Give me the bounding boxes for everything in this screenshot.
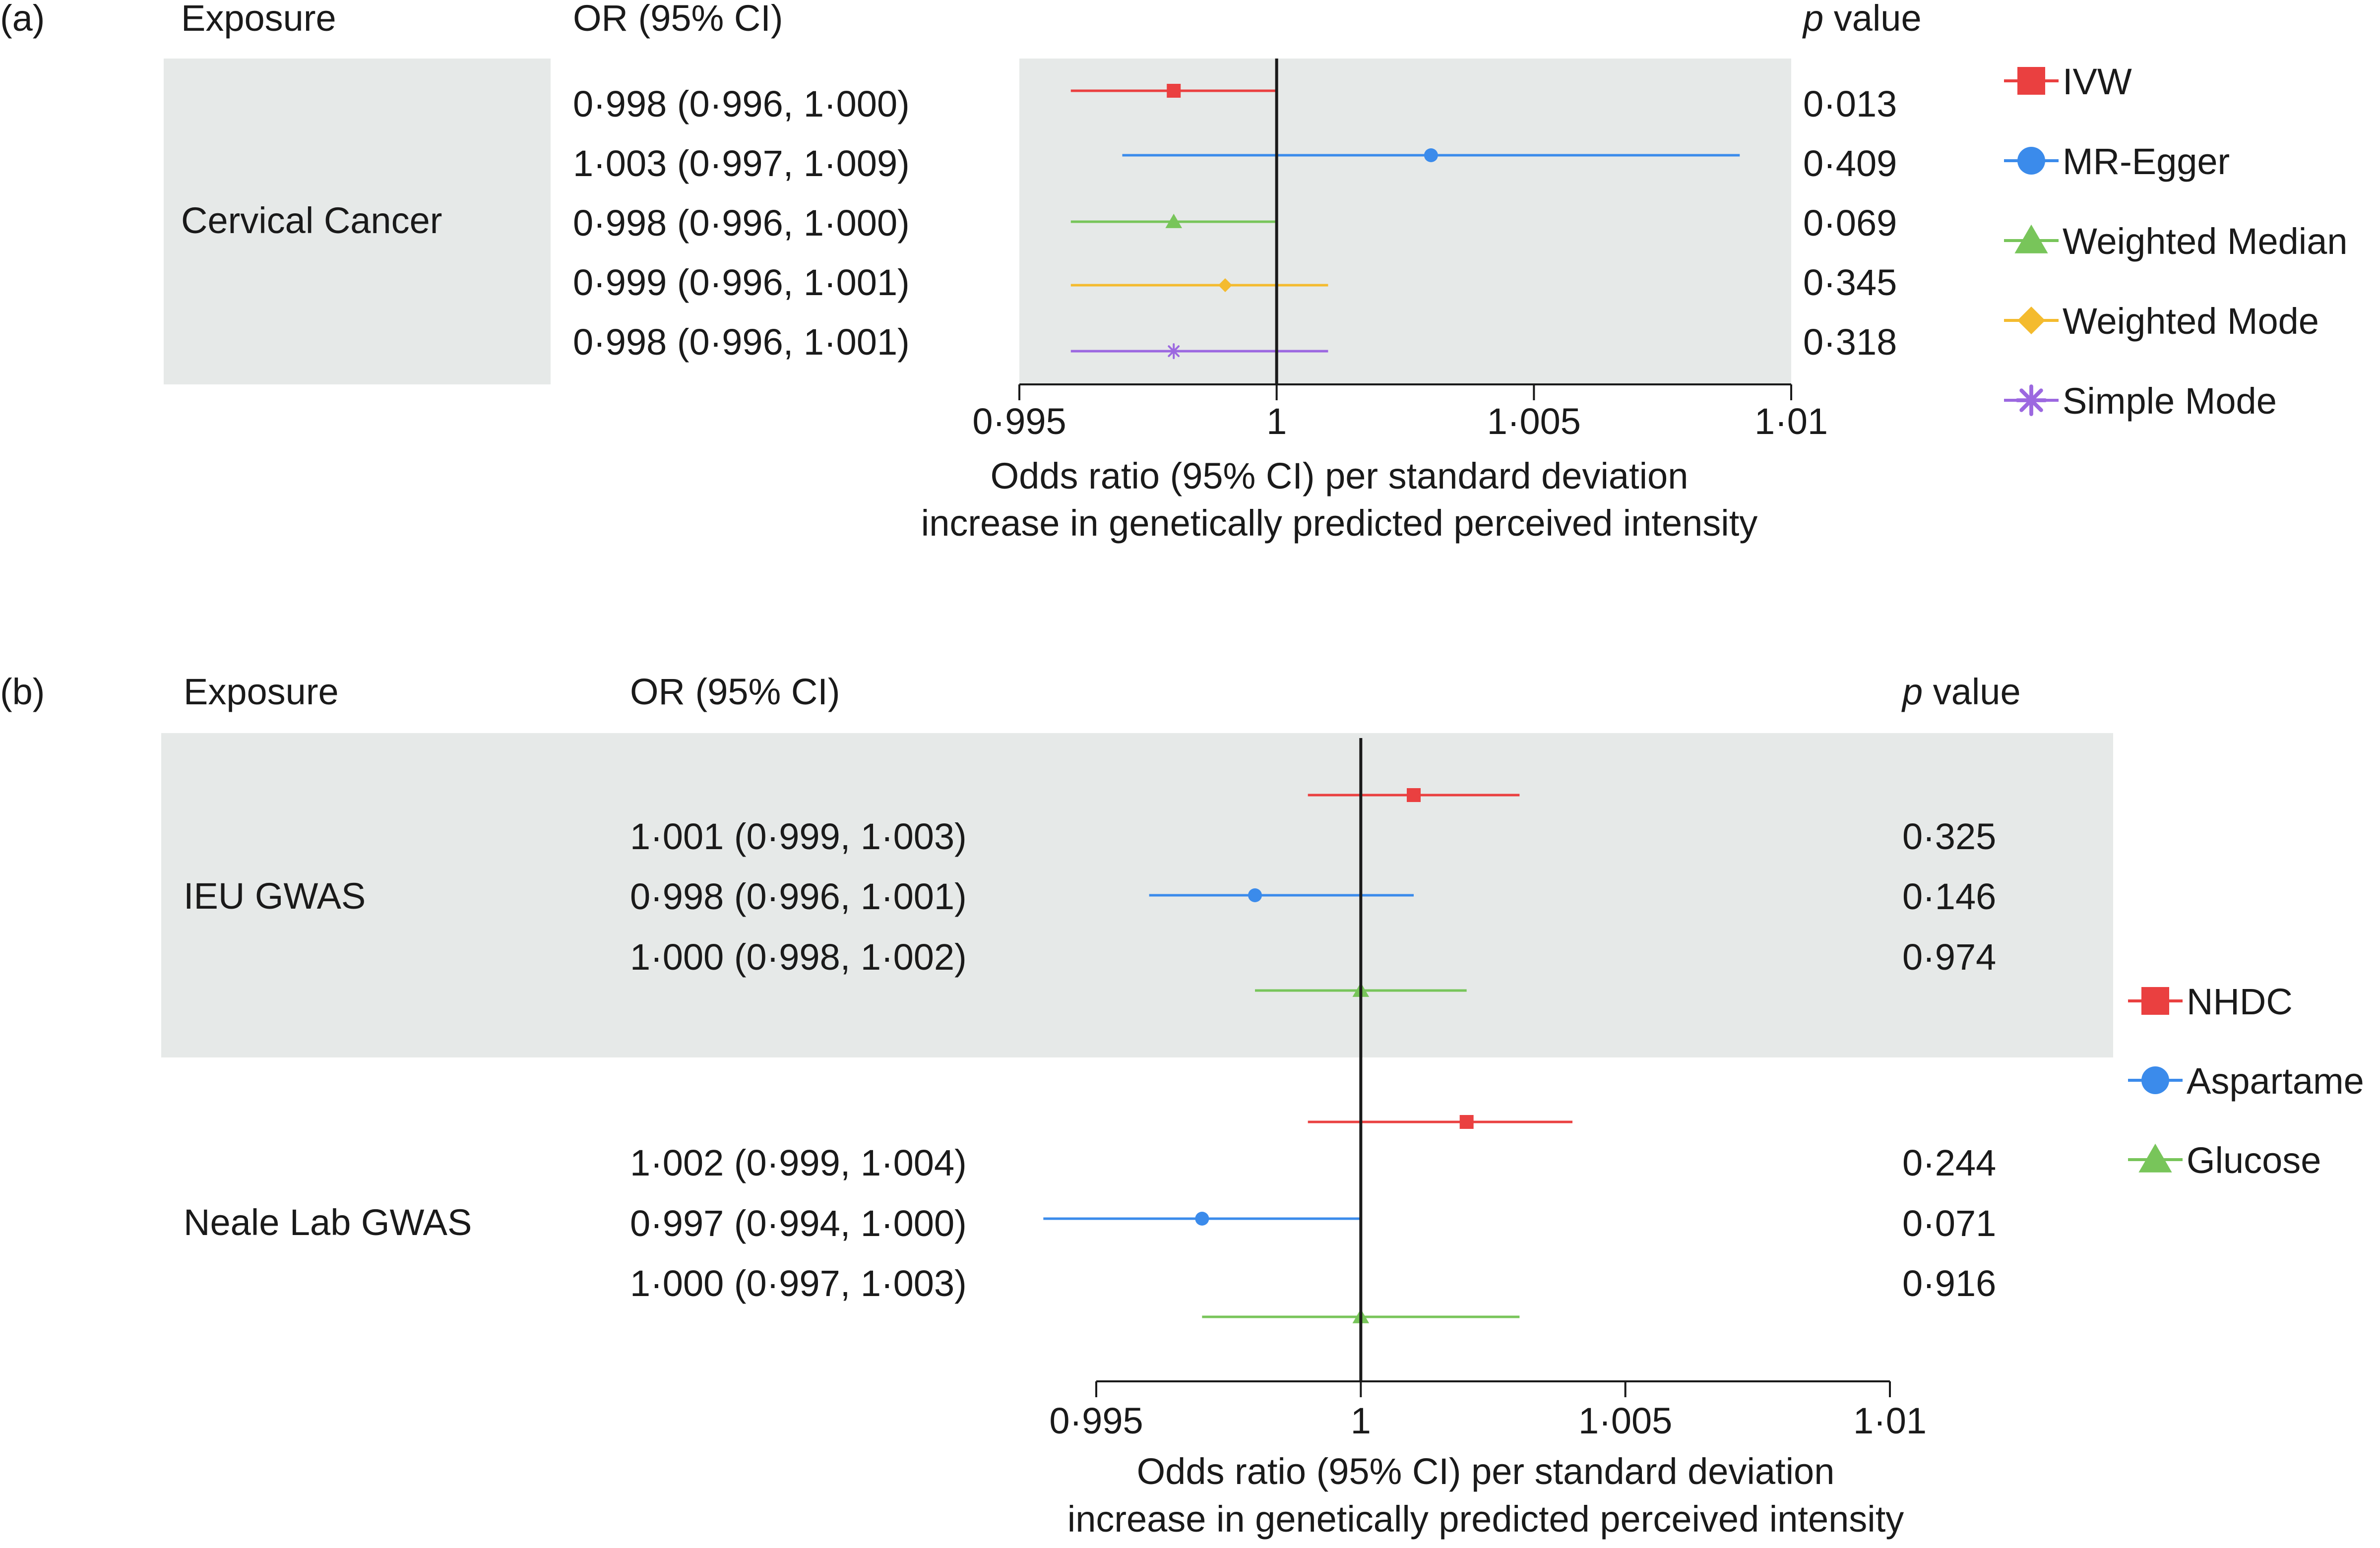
legend-marker-weighted-mode <box>2017 307 2045 334</box>
or-text: 0·998 (0·996, 1·001) <box>630 876 967 917</box>
panel-b-plot-marks: 0·995 1 1·005 1·01 <box>1043 738 1927 1441</box>
panel-a-legend: IVW MR-Egger Weighted Median Weighted Mode S… <box>2004 61 2348 422</box>
x-tick-label: 1 <box>1351 1400 1371 1441</box>
x-tick-label: 1·01 <box>1853 1400 1927 1441</box>
legend-label-aspartame: Aspartame <box>2187 1060 2364 1102</box>
legend-marker-simple-mode <box>2015 384 2047 416</box>
x-tick-label: 1 <box>1266 401 1287 442</box>
point-weighted-mode <box>1218 278 1232 292</box>
or-text: 0·998 (0·996, 1·001) <box>573 321 910 363</box>
p-value-text: 0·325 <box>1902 816 1996 857</box>
legend-label-ivw: IVW <box>2063 61 2132 102</box>
p-value-text: 0·345 <box>1803 262 1897 303</box>
or-text: 1·002 (0·999, 1·004) <box>630 1142 967 1183</box>
point-ivw <box>1167 84 1181 98</box>
p-value-text: 0·318 <box>1803 321 1897 363</box>
legend-marker-glucose <box>2138 1143 2172 1173</box>
legend-marker-aspartame <box>2141 1066 2169 1094</box>
panel-a-header-or: OR (95% CI) <box>573 0 783 39</box>
panel-b-header-exposure: Exposure <box>184 671 339 712</box>
p-value-text: 0·146 <box>1902 876 1996 917</box>
legend-marker-weighted-median <box>2014 224 2048 253</box>
panel-b-label: (b) <box>0 671 45 712</box>
panel-b-header-or: OR (95% CI) <box>630 671 840 712</box>
point-simple-mode-stroke <box>1168 345 1180 357</box>
p-value-text: 0·069 <box>1803 202 1897 244</box>
or-text: 0·998 (0·996, 1·000) <box>573 202 910 244</box>
panel-b-xlabel-line1: Odds ratio (95% CI) per standard deviati… <box>1137 1451 1835 1492</box>
point-weighted-median <box>1165 213 1182 228</box>
legend-label-glucose: Glucose <box>2187 1140 2321 1181</box>
p-value-text: 0·013 <box>1803 83 1897 124</box>
legend-label-nhdc: NHDC <box>2187 981 2293 1022</box>
x-tick-label: 1·01 <box>1754 401 1828 442</box>
or-text: 0·999 (0·996, 1·001) <box>573 262 910 303</box>
p-value-text: 0·071 <box>1902 1203 1996 1244</box>
panel-a-exposure-cervical-cancer: Cervical Cancer <box>181 200 442 241</box>
panel-a-header-p: p value <box>1802 0 1922 39</box>
or-text: 0·997 (0·994, 1·000) <box>630 1203 967 1244</box>
legend-marker-mr-egger <box>2017 147 2045 175</box>
legend-marker-nhdc <box>2141 987 2169 1015</box>
or-text: 1·000 (0·998, 1·002) <box>630 936 967 978</box>
panel-b-xlabel-line2: increase in genetically predicted percei… <box>1067 1498 1904 1540</box>
panel-a-label: (a) <box>0 0 45 39</box>
p-value-text: 0·916 <box>1902 1263 1996 1304</box>
point-nhdc <box>1407 788 1421 802</box>
panel-a-plot-marks: 0·995 1 1·005 1·01 <box>972 59 1828 442</box>
legend-label-weighted-mode: Weighted Mode <box>2063 301 2319 342</box>
panel-a-exposure-band <box>164 59 551 384</box>
panel-b-exposure-neale-lab-gwas: Neale Lab GWAS <box>184 1202 472 1243</box>
point-mr-egger <box>1424 148 1438 162</box>
panel-b-ieu-band <box>161 733 2113 1057</box>
panel-a-xlabel-line2: increase in genetically predicted percei… <box>921 502 1758 544</box>
panel-a-xlabel-line1: Odds ratio (95% CI) per standard deviati… <box>991 455 1689 496</box>
panel-b-exposure-ieu-gwas: IEU GWAS <box>184 875 366 917</box>
point-simple-mode <box>1166 343 1182 359</box>
or-text: 1·000 (0·997, 1·003) <box>630 1263 967 1304</box>
point-aspartame <box>1195 1212 1209 1226</box>
legend-marker-ivw <box>2017 67 2045 95</box>
p-value-text: 0·409 <box>1803 143 1897 184</box>
panel-a-header-exposure: Exposure <box>181 0 336 39</box>
point-aspartame <box>1248 888 1262 902</box>
or-text: 1·001 (0·999, 1·003) <box>630 816 967 857</box>
or-text: 0·998 (0·996, 1·000) <box>573 83 910 124</box>
panel-b: (b) Exposure OR (95% CI) p value IEU GWA… <box>0 671 2364 1540</box>
panel-a: (a) Exposure OR (95% CI) p value Cervica… <box>0 0 2348 544</box>
legend-label-mr-egger: MR-Egger <box>2063 141 2230 182</box>
legend-label-weighted-median: Weighted Median <box>2063 221 2348 262</box>
x-tick-label: 1·005 <box>1578 1400 1672 1441</box>
legend-label-simple-mode: Simple Mode <box>2063 380 2277 422</box>
x-tick-label: 0·995 <box>972 401 1066 442</box>
x-tick-label: 1·005 <box>1487 401 1581 442</box>
point-nhdc <box>1459 1115 1474 1129</box>
p-value-text: 0·974 <box>1902 936 1996 978</box>
panel-b-header-p: p value <box>1901 671 2021 712</box>
legend-marker-simple-mode-stroke <box>2019 388 2043 412</box>
x-tick-label: 0·995 <box>1049 1400 1143 1441</box>
or-text: 1·003 (0·997, 1·009) <box>573 143 910 184</box>
p-value-text: 0·244 <box>1902 1142 1996 1183</box>
panel-b-legend: NHDC Aspartame Glucose <box>2128 981 2364 1181</box>
